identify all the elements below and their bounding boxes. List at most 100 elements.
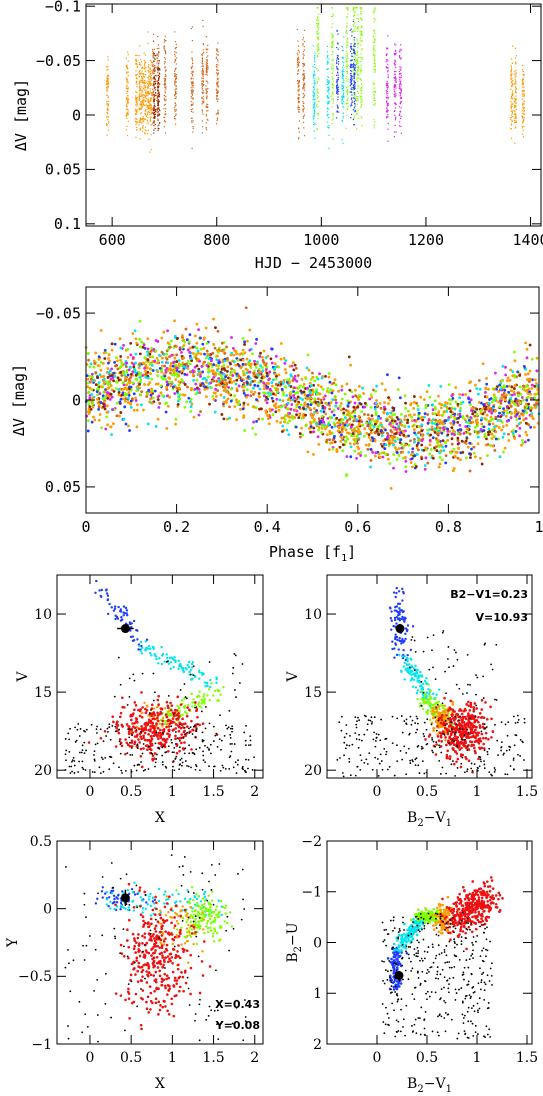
lightcurve-point xyxy=(141,81,143,84)
lightcurve-point xyxy=(144,82,146,85)
lightcurve-point xyxy=(356,111,358,113)
phased-point xyxy=(339,408,343,412)
phased-point xyxy=(361,423,365,427)
lightcurve-point xyxy=(399,50,401,52)
lightcurve-point xyxy=(353,51,355,53)
phased-point xyxy=(491,428,494,432)
lightcurve-point xyxy=(373,45,375,47)
lightcurve-point xyxy=(357,68,360,70)
lightcurve-point xyxy=(361,25,363,27)
lightcurve-point xyxy=(352,89,355,91)
lightcurve-point xyxy=(326,79,328,81)
phased-point xyxy=(186,359,190,363)
lightcurve-point xyxy=(352,65,355,67)
lightcurve-point xyxy=(303,102,305,104)
phased-point xyxy=(535,356,539,360)
phased-point xyxy=(321,388,325,391)
lightcurve-point xyxy=(153,67,155,70)
lightcurve-point xyxy=(316,97,319,99)
lightcurve-point xyxy=(175,86,177,88)
phased-point xyxy=(487,409,491,413)
lightcurve-point xyxy=(191,83,193,85)
phased-point xyxy=(265,365,269,369)
phased-point xyxy=(156,359,160,363)
phased-point xyxy=(229,399,233,403)
lightcurve-point xyxy=(296,52,299,54)
phased-point xyxy=(88,386,92,390)
lightcurve-point xyxy=(152,83,155,86)
lightcurve-point xyxy=(297,54,299,56)
phased-point xyxy=(505,408,509,412)
phased-point xyxy=(154,425,158,428)
phased-point xyxy=(189,370,192,374)
lightcurve-point xyxy=(326,83,328,86)
lightcurve-point xyxy=(297,89,299,91)
lightcurve-point xyxy=(150,108,152,110)
lightcurve-point xyxy=(147,98,149,100)
phased-point xyxy=(471,412,475,416)
lightcurve-point xyxy=(153,85,155,87)
phased-point xyxy=(202,346,206,350)
lightcurve-point xyxy=(346,70,348,72)
lightcurve-point xyxy=(345,31,347,33)
lightcurve-point xyxy=(314,107,316,109)
lightcurve-point xyxy=(141,105,143,107)
lightcurve-point xyxy=(356,28,358,30)
lightcurve-point xyxy=(158,96,161,98)
lightcurve-point xyxy=(354,43,356,45)
phased-point xyxy=(527,387,531,391)
lightcurve-point xyxy=(201,59,203,61)
lightcurve-point xyxy=(141,86,143,88)
lightcurve-point xyxy=(156,111,158,114)
lightcurve-point xyxy=(190,108,192,111)
lightcurve-point xyxy=(317,114,319,116)
lightcurve-point xyxy=(385,84,388,87)
lightcurve-point xyxy=(510,71,512,73)
lightcurve-point xyxy=(153,82,155,84)
phased-point xyxy=(440,403,444,407)
lightcurve-point xyxy=(326,81,329,83)
phased-point xyxy=(395,451,399,455)
lightcurve-point xyxy=(175,110,177,112)
phased-point xyxy=(230,381,234,384)
lightcurve-point xyxy=(207,103,209,106)
lightcurve-point xyxy=(330,68,333,70)
lightcurve-point xyxy=(201,57,203,59)
lightcurve-point xyxy=(393,64,396,66)
lightcurve-point xyxy=(154,67,156,69)
phased-point xyxy=(256,384,260,388)
lightcurve-point xyxy=(158,94,161,96)
lightcurve-point xyxy=(135,136,137,138)
phased-point xyxy=(279,357,283,361)
phased-point xyxy=(291,416,295,420)
lightcurve-point xyxy=(521,133,524,135)
phased-point xyxy=(474,383,477,387)
lightcurve-point xyxy=(317,77,319,79)
lightcurve-point xyxy=(149,70,151,73)
lightcurve-point xyxy=(351,97,353,99)
phased-point xyxy=(457,446,460,450)
lightcurve-point xyxy=(147,101,149,103)
lightcurve-point xyxy=(303,64,305,66)
lightcurve-point xyxy=(192,108,194,110)
phased-point xyxy=(428,439,432,442)
lightcurve-point xyxy=(312,90,314,92)
lightcurve-point xyxy=(201,84,203,86)
lightcurve-point xyxy=(317,16,319,18)
lightcurve-point xyxy=(156,74,158,76)
phased-point xyxy=(223,378,227,382)
lightcurve-point xyxy=(152,62,154,64)
lightcurve-point xyxy=(149,117,151,119)
lightcurve-point xyxy=(327,62,329,64)
phased-point xyxy=(175,360,179,363)
phased-point xyxy=(188,350,192,354)
lightcurve-point xyxy=(394,76,396,78)
phased-point xyxy=(499,415,503,419)
lightcurve-point xyxy=(142,125,144,127)
lightcurve-point xyxy=(163,94,165,97)
lightcurve-point xyxy=(354,93,356,95)
lightcurve-point xyxy=(143,83,145,85)
phased-point xyxy=(304,377,308,380)
lightcurve-point xyxy=(353,75,355,77)
lightcurve-point xyxy=(216,118,219,120)
